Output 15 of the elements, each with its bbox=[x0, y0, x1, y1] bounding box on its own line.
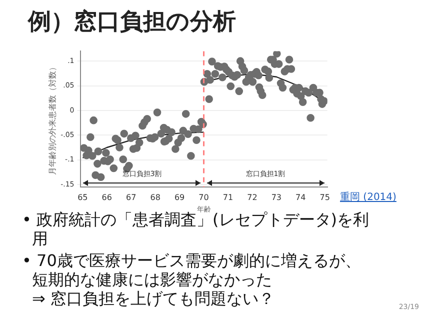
x-tick-label: 65 bbox=[78, 192, 88, 202]
chart-title: 例）窓口負担の分析 bbox=[28, 8, 236, 37]
x-tick-label: 73 bbox=[271, 192, 282, 202]
text: 重岡 (2014) bbox=[340, 190, 396, 204]
x-tick-label: 69 bbox=[174, 192, 185, 202]
text: • 70歳で医療サービス需要が劇的に増えるが、短期的な健康には影響がなかった ⇒ 窓口負担を上げても問題ない？ bbox=[22, 251, 362, 308]
x-tick-label: 74 bbox=[296, 192, 306, 202]
y-axis-title: 月年齢別の外来患者数（対数） bbox=[48, 63, 57, 176]
x-tick-label: 75 bbox=[320, 192, 330, 202]
x-tick-label: 72 bbox=[247, 192, 258, 202]
x-tick-label: 71 bbox=[222, 192, 234, 202]
x-tick-label: 67 bbox=[126, 192, 136, 202]
x-tick-label: 66 bbox=[102, 192, 112, 202]
x-tick-label: 68 bbox=[150, 192, 160, 202]
x-tick-label: 70 bbox=[198, 192, 209, 202]
